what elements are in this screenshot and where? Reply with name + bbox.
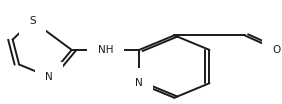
Text: S: S	[29, 16, 36, 26]
Text: N: N	[135, 78, 143, 88]
Text: O: O	[273, 45, 281, 55]
Text: NH: NH	[98, 45, 113, 55]
Text: N: N	[45, 72, 53, 82]
